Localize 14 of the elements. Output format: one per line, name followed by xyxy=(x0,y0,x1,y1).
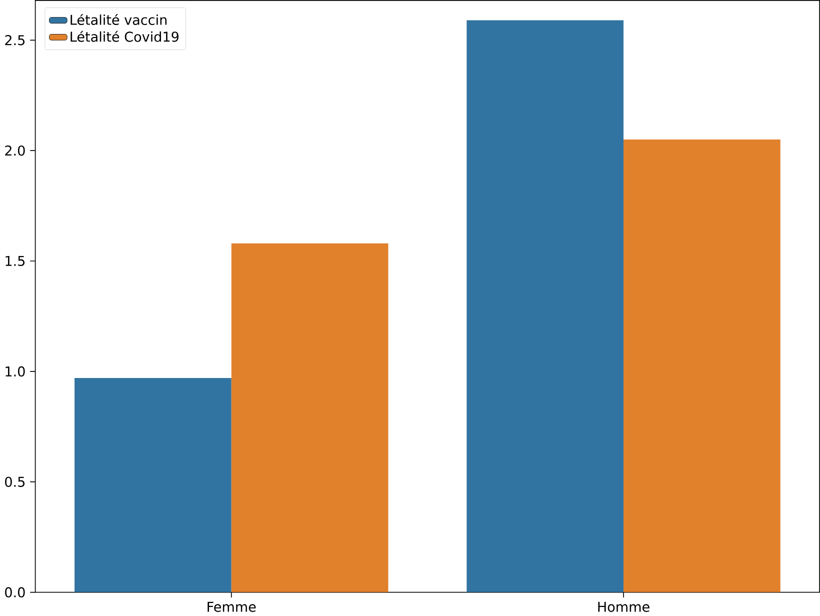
x-tick-label: Homme xyxy=(598,602,650,612)
y-tick-label: 1.5 xyxy=(6,256,25,266)
y-tick-label: 1.0 xyxy=(6,366,25,377)
x-tick-label: Femme xyxy=(208,602,256,612)
bar xyxy=(624,139,780,592)
y-tick-label: 0.0 xyxy=(5,587,25,598)
legend-label: Létalité Covid19 xyxy=(70,30,178,42)
y-tick-label: 2.5 xyxy=(5,34,25,46)
legend-label: Létalité vaccin xyxy=(70,14,167,25)
bar xyxy=(466,20,624,592)
y-tick-label: 0.5 xyxy=(5,476,25,487)
bar xyxy=(231,243,388,592)
bar xyxy=(74,378,232,592)
y-tick-label: 2.0 xyxy=(5,145,25,156)
